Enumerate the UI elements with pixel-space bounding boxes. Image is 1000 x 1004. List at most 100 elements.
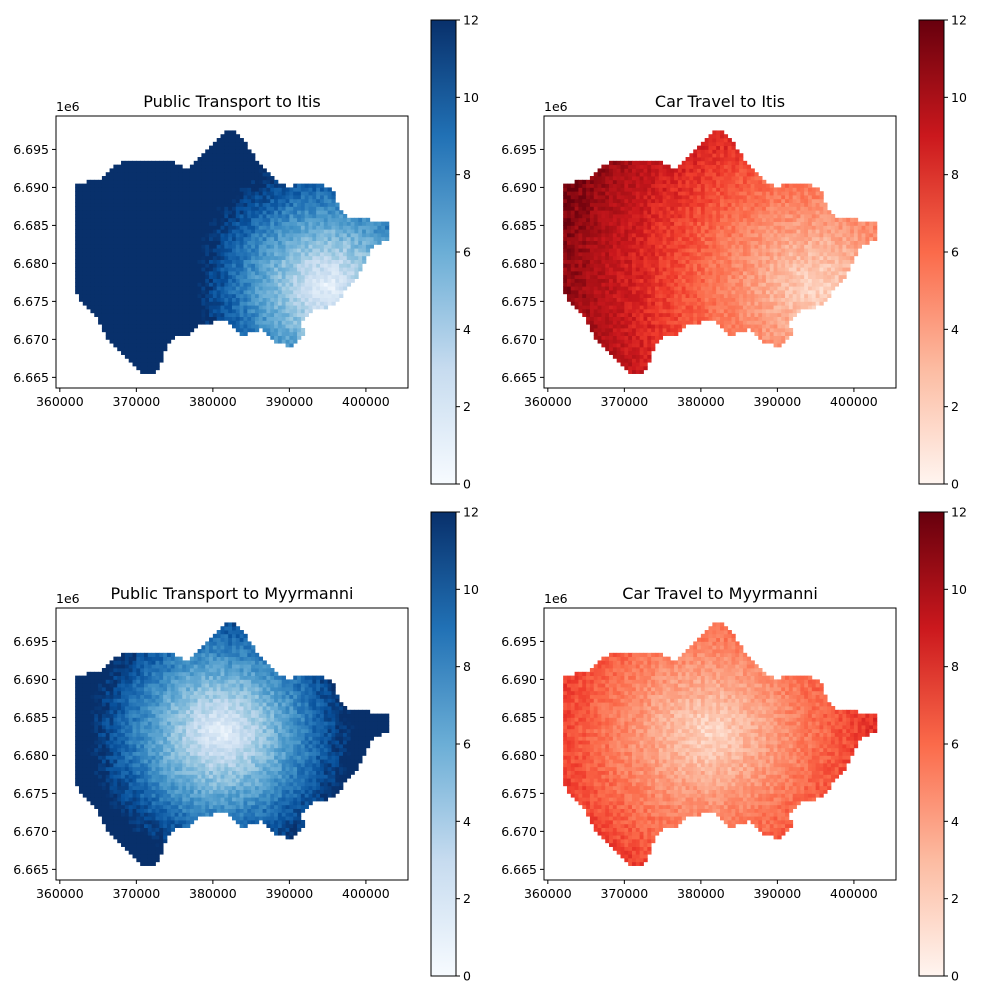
- grid-cell: [144, 343, 148, 347]
- grid-cell: [598, 229, 602, 233]
- grid-cell: [205, 206, 209, 210]
- grid-cell: [255, 218, 259, 222]
- grid-cell: [605, 328, 609, 332]
- grid-cell: [266, 229, 270, 233]
- grid-cell: [655, 244, 659, 248]
- grid-cell: [309, 195, 313, 199]
- grid-cell: [689, 301, 693, 305]
- grid-cell: [79, 218, 83, 222]
- grid-cell: [647, 206, 651, 210]
- grid-cell: [324, 275, 328, 279]
- grid-cell: [175, 263, 179, 267]
- grid-cell: [190, 313, 194, 317]
- grid-cell: [144, 241, 148, 245]
- grid-cell: [186, 290, 190, 294]
- grid-cell: [163, 187, 167, 191]
- grid-cell: [243, 332, 247, 336]
- grid-cell: [358, 237, 362, 241]
- grid-cell: [293, 244, 297, 248]
- grid-cell: [374, 241, 378, 245]
- grid-cell: [613, 282, 617, 286]
- grid-cell: [647, 279, 651, 283]
- grid-cell: [312, 271, 316, 275]
- grid-cell: [324, 301, 328, 305]
- grid-cell: [613, 206, 617, 210]
- grid-cell: [198, 187, 202, 191]
- grid-cell: [651, 222, 655, 226]
- grid-cell: [263, 290, 267, 294]
- grid-cell: [701, 309, 705, 313]
- grid-cell: [148, 366, 152, 370]
- grid-cell: [594, 225, 598, 229]
- grid-cell: [666, 172, 670, 176]
- grid-cell: [167, 241, 171, 245]
- grid-cell: [171, 225, 175, 229]
- grid-cell: [632, 252, 636, 256]
- grid-cell: [301, 225, 305, 229]
- grid-cell: [370, 222, 374, 226]
- grid-cell: [666, 328, 670, 332]
- grid-cell: [705, 271, 709, 275]
- grid-cell: [113, 294, 117, 298]
- grid-cell: [259, 252, 263, 256]
- grid-cell: [247, 229, 251, 233]
- grid-cell: [198, 275, 202, 279]
- grid-cell: [289, 279, 293, 283]
- grid-cell: [263, 184, 267, 188]
- grid-cell: [663, 248, 667, 252]
- grid-cell: [247, 168, 251, 172]
- grid-cell: [632, 347, 636, 351]
- grid-cell: [617, 320, 621, 324]
- grid-cell: [194, 187, 198, 191]
- grid-cell: [217, 161, 221, 165]
- grid-cell: [182, 267, 186, 271]
- grid-cell: [155, 351, 159, 355]
- grid-cell: [125, 305, 129, 309]
- grid-cell: [110, 320, 114, 324]
- grid-cell: [289, 305, 293, 309]
- grid-cell: [133, 222, 137, 226]
- grid-cell: [133, 263, 137, 267]
- grid-cell: [102, 282, 106, 286]
- grid-cell: [659, 165, 663, 169]
- grid-cell: [121, 267, 125, 271]
- grid-cell: [148, 328, 152, 332]
- grid-cell: [167, 180, 171, 184]
- grid-cell: [282, 233, 286, 237]
- grid-cell: [274, 222, 278, 226]
- grid-cell: [670, 203, 674, 207]
- grid-cell: [125, 347, 129, 351]
- grid-cell: [594, 317, 598, 321]
- grid-cell: [316, 260, 320, 264]
- grid-cell: [236, 294, 240, 298]
- grid-cell: [678, 176, 682, 180]
- grid-cell: [598, 218, 602, 222]
- grid-cell: [213, 191, 217, 195]
- grid-cell: [209, 290, 213, 294]
- grid-cell: [201, 248, 205, 252]
- grid-cell: [155, 298, 159, 302]
- grid-cell: [117, 206, 121, 210]
- grid-cell: [255, 320, 259, 324]
- grid-cell: [171, 214, 175, 218]
- grid-cell: [232, 218, 236, 222]
- grid-cell: [163, 290, 167, 294]
- grid-cell: [205, 157, 209, 161]
- grid-cell: [87, 248, 91, 252]
- grid-cell: [316, 305, 320, 309]
- grid-cell: [247, 256, 251, 260]
- grid-cell: [106, 244, 110, 248]
- grid-cell: [305, 294, 309, 298]
- grid-cell: [236, 267, 240, 271]
- grid-cell: [693, 153, 697, 157]
- grid-cell: [331, 248, 335, 252]
- grid-cell: [236, 320, 240, 324]
- grid-cell: [106, 305, 110, 309]
- grid-cell: [159, 199, 163, 203]
- grid-cell: [102, 279, 106, 283]
- grid-cell: [643, 347, 647, 351]
- grid-cell: [144, 168, 148, 172]
- grid-cell: [163, 309, 167, 313]
- grid-cell: [228, 241, 232, 245]
- grid-cell: [686, 279, 690, 283]
